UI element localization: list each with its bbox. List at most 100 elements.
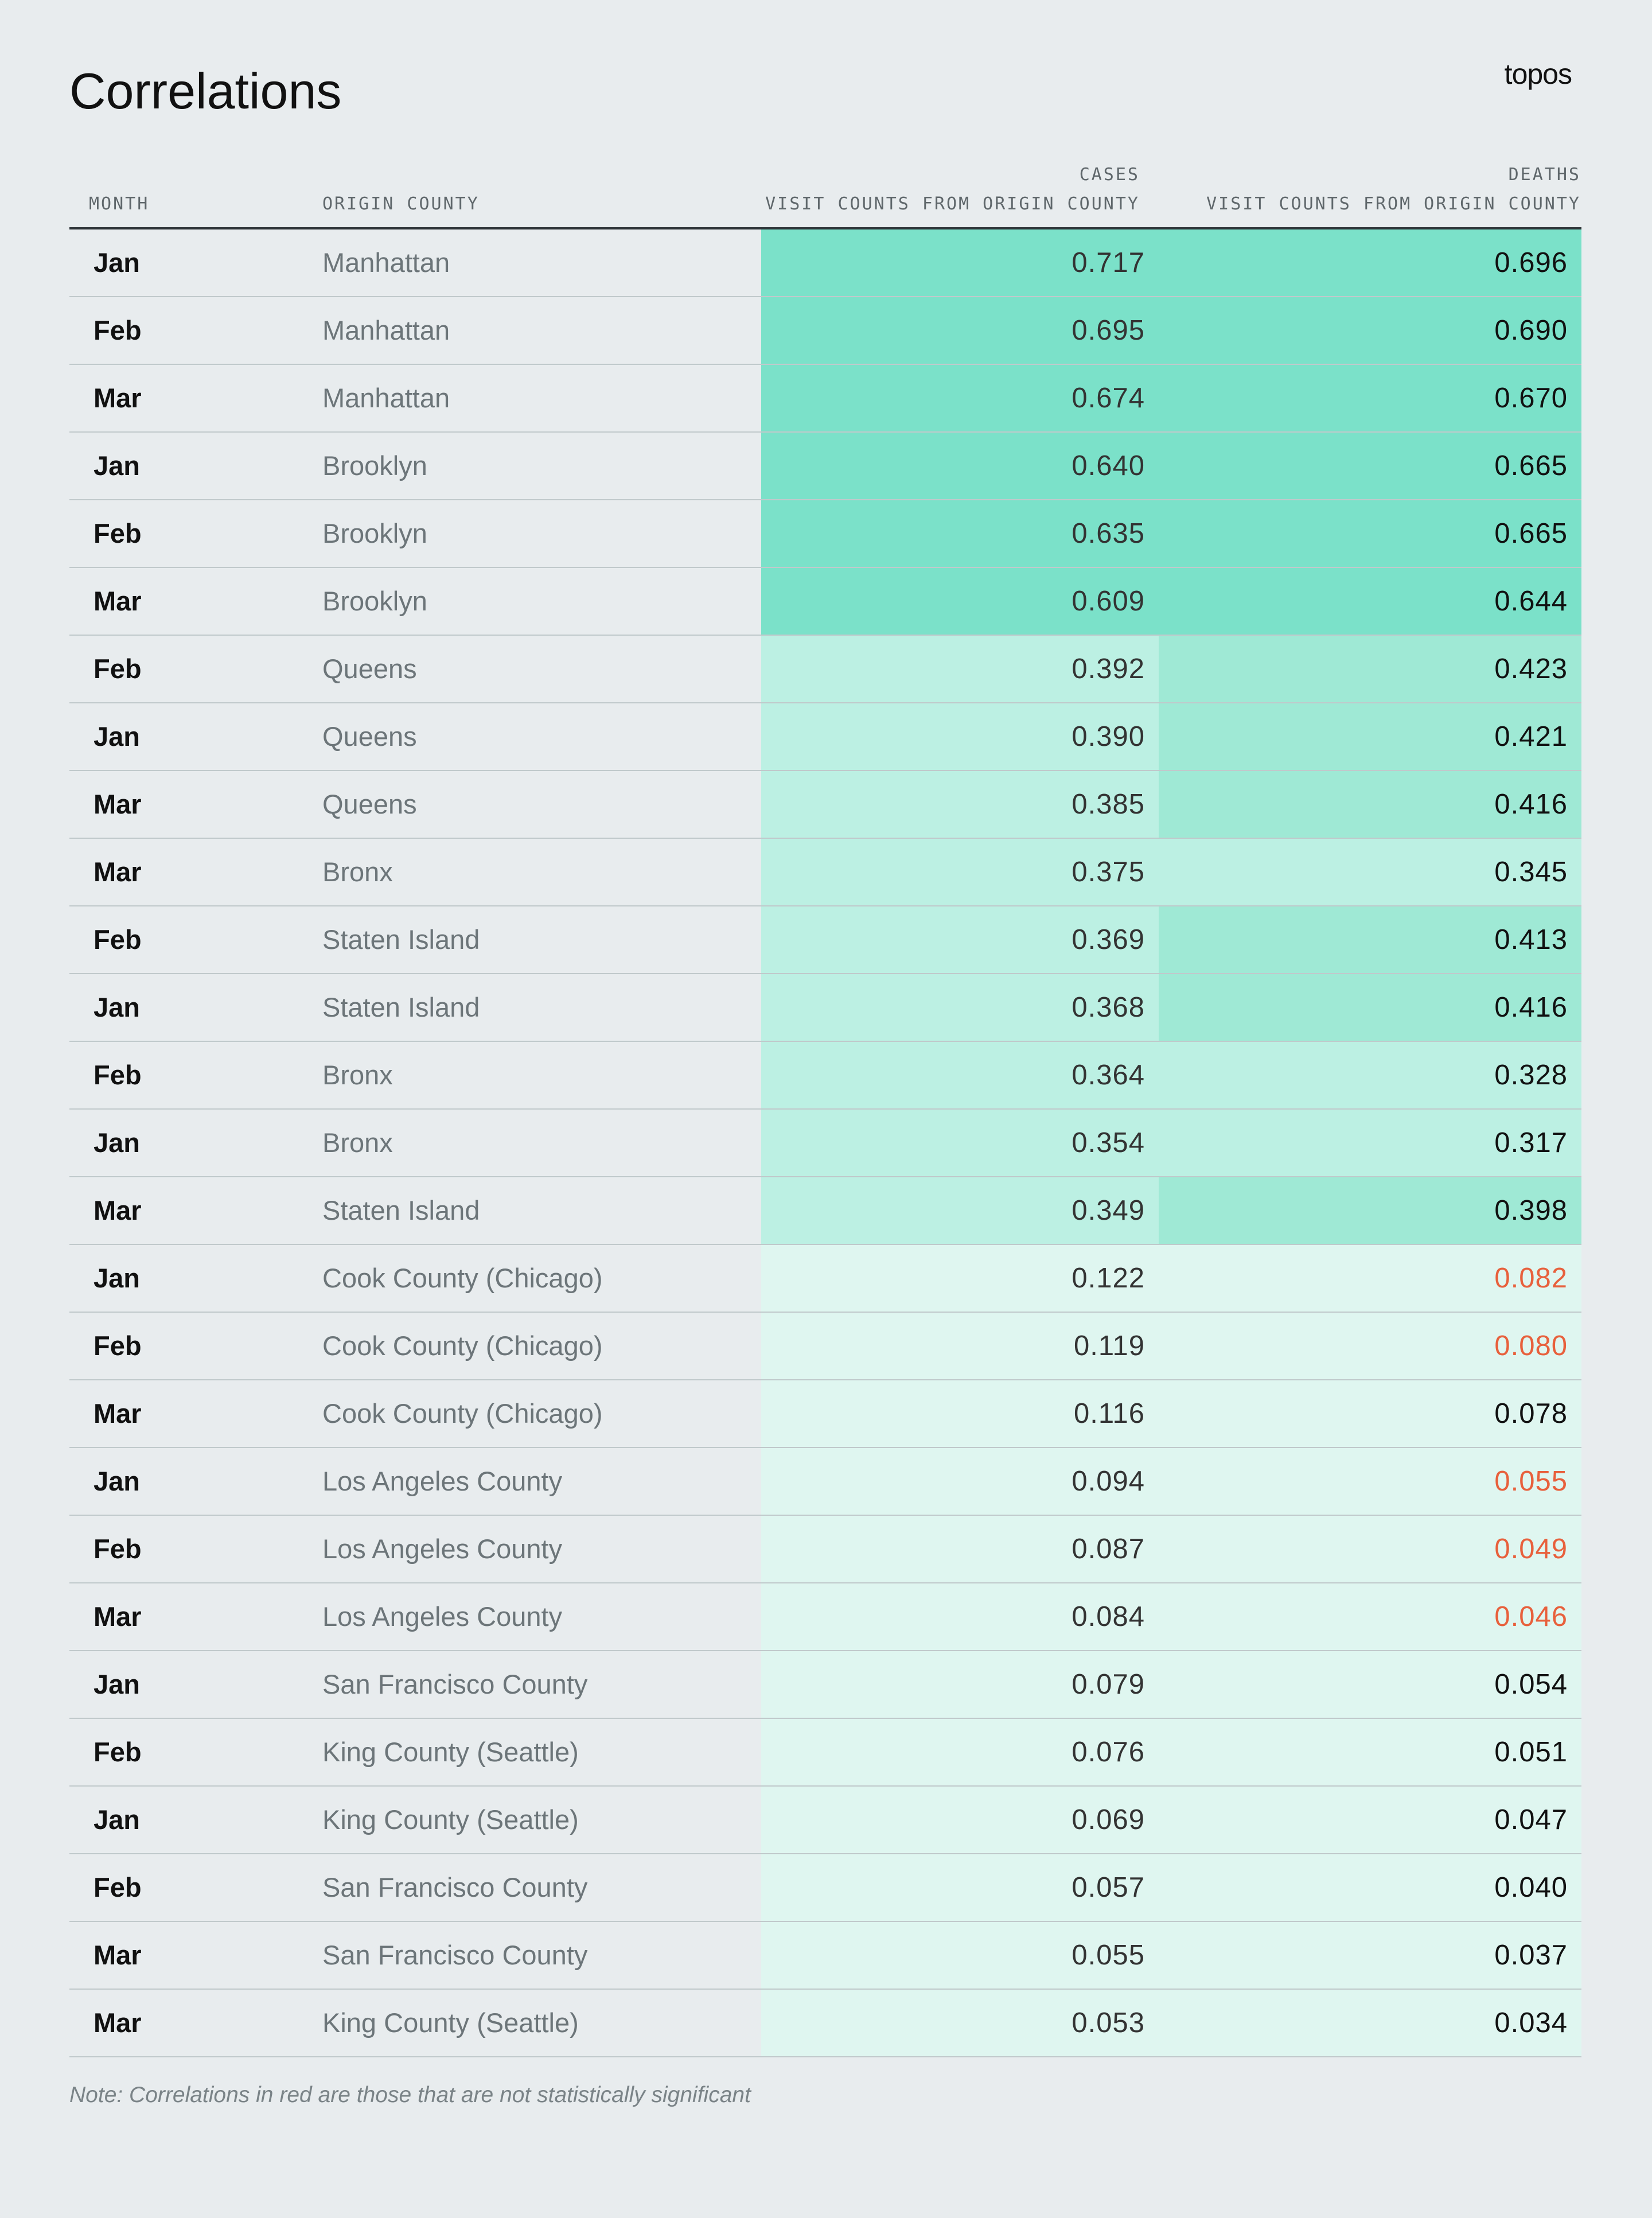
cases-cell: 0.375 — [761, 839, 1159, 905]
county-cell: Brooklyn — [322, 450, 427, 481]
month-cell: Feb — [93, 924, 142, 955]
county-cell: Bronx — [322, 1127, 393, 1158]
cases-cell: 0.390 — [761, 703, 1159, 770]
cases-cell: 0.122 — [761, 1245, 1159, 1312]
deaths-cell: 0.051 — [1159, 1719, 1581, 1785]
table-row: Feb San Francisco County 0.057 0.040 — [69, 1854, 1581, 1922]
header-deaths-group: DEATHS — [1508, 165, 1581, 185]
cases-value: 0.717 — [1072, 247, 1145, 278]
table-row: Feb Queens 0.392 0.423 — [69, 636, 1581, 703]
cases-cell: 0.069 — [761, 1787, 1159, 1853]
table-row: Feb Los Angeles County 0.087 0.049 — [69, 1516, 1581, 1583]
table-row: Jan Queens 0.390 0.421 — [69, 703, 1581, 771]
table-row: Mar San Francisco County 0.055 0.037 — [69, 1922, 1581, 1990]
cases-cell: 0.635 — [761, 500, 1159, 567]
header-month: MONTH — [89, 194, 150, 214]
cases-cell: 0.087 — [761, 1516, 1159, 1582]
cases-cell: 0.057 — [761, 1854, 1159, 1921]
county-cell: Cook County (Chicago) — [322, 1330, 603, 1361]
cases-cell: 0.369 — [761, 906, 1159, 973]
cases-cell: 0.055 — [761, 1922, 1159, 1989]
deaths-value: 0.690 — [1494, 315, 1568, 346]
cases-value: 0.368 — [1072, 992, 1145, 1023]
deaths-cell: 0.416 — [1159, 974, 1581, 1041]
table-row: Feb King County (Seattle) 0.076 0.051 — [69, 1719, 1581, 1787]
deaths-value: 0.644 — [1494, 586, 1568, 617]
month-cell: Mar — [93, 2007, 142, 2038]
deaths-cell: 0.416 — [1159, 771, 1581, 838]
deaths-value: 0.078 — [1494, 1398, 1568, 1429]
cases-value: 0.349 — [1072, 1195, 1145, 1226]
month-cell: Mar — [93, 383, 142, 413]
cases-value: 0.375 — [1072, 857, 1145, 888]
cases-cell: 0.674 — [761, 365, 1159, 431]
footnote: Note: Correlations in red are those that… — [69, 2083, 751, 2107]
deaths-value: 0.317 — [1494, 1127, 1568, 1158]
table-row: Jan Bronx 0.354 0.317 — [69, 1110, 1581, 1177]
table-row: Feb Manhattan 0.695 0.690 — [69, 297, 1581, 365]
deaths-cell: 0.080 — [1159, 1313, 1581, 1379]
cases-cell: 0.392 — [761, 636, 1159, 702]
table-row: Mar Queens 0.385 0.416 — [69, 771, 1581, 839]
cases-value: 0.069 — [1072, 1804, 1145, 1835]
table-row: Feb Staten Island 0.369 0.413 — [69, 906, 1581, 974]
month-cell: Jan — [93, 1669, 140, 1699]
county-cell: Staten Island — [322, 924, 480, 955]
table-row: Feb Cook County (Chicago) 0.119 0.080 — [69, 1313, 1581, 1380]
month-cell: Feb — [93, 1737, 142, 1767]
deaths-cell: 0.037 — [1159, 1922, 1581, 1989]
month-cell: Mar — [93, 586, 142, 616]
header-cases-group: CASES — [1079, 165, 1140, 185]
cases-cell: 0.640 — [761, 433, 1159, 499]
table-row: Jan San Francisco County 0.079 0.054 — [69, 1651, 1581, 1719]
deaths-value: 0.416 — [1494, 789, 1568, 820]
cases-value: 0.119 — [1074, 1330, 1145, 1361]
cases-value: 0.076 — [1072, 1737, 1145, 1768]
cases-cell: 0.717 — [761, 229, 1159, 296]
cases-value: 0.079 — [1072, 1669, 1145, 1700]
table-row: Feb Brooklyn 0.635 0.665 — [69, 500, 1581, 568]
month-cell: Jan — [93, 1466, 140, 1496]
deaths-cell: 0.046 — [1159, 1583, 1581, 1650]
cases-value: 0.392 — [1072, 653, 1145, 684]
cases-value: 0.084 — [1072, 1601, 1145, 1632]
month-cell: Jan — [93, 1804, 140, 1835]
deaths-cell: 0.317 — [1159, 1110, 1581, 1176]
month-cell: Mar — [93, 1398, 142, 1429]
deaths-cell: 0.055 — [1159, 1448, 1581, 1515]
deaths-value: 0.328 — [1494, 1060, 1568, 1091]
table-row: Mar King County (Seattle) 0.053 0.034 — [69, 1990, 1581, 2057]
table-row: Jan King County (Seattle) 0.069 0.047 — [69, 1787, 1581, 1854]
deaths-cell: 0.421 — [1159, 703, 1581, 770]
cases-cell: 0.119 — [761, 1313, 1159, 1379]
month-cell: Jan — [93, 1127, 140, 1158]
cases-value: 0.640 — [1072, 450, 1145, 481]
county-cell: San Francisco County — [322, 1940, 588, 1970]
cases-cell: 0.076 — [761, 1719, 1159, 1785]
county-cell: Manhattan — [322, 383, 450, 413]
deaths-cell: 0.040 — [1159, 1854, 1581, 1921]
deaths-value: 0.082 — [1494, 1263, 1568, 1294]
cases-value: 0.674 — [1072, 383, 1145, 414]
deaths-value: 0.345 — [1494, 857, 1568, 888]
county-cell: Queens — [322, 721, 417, 752]
month-cell: Mar — [93, 1940, 142, 1970]
table-row: Jan Cook County (Chicago) 0.122 0.082 — [69, 1245, 1581, 1313]
deaths-cell: 0.047 — [1159, 1787, 1581, 1853]
cases-cell: 0.053 — [761, 1990, 1159, 2056]
cases-value: 0.385 — [1072, 789, 1145, 820]
county-cell: King County (Seattle) — [322, 1804, 579, 1835]
table-row: Mar Brooklyn 0.609 0.644 — [69, 568, 1581, 636]
county-cell: Staten Island — [322, 992, 480, 1022]
correlations-table: Jan Manhattan 0.717 0.696 Feb Manhattan 0.695 0… — [69, 229, 1581, 2057]
deaths-value: 0.080 — [1494, 1330, 1568, 1361]
deaths-value: 0.665 — [1494, 518, 1568, 549]
deaths-cell: 0.696 — [1159, 229, 1581, 296]
cases-cell: 0.695 — [761, 297, 1159, 364]
deaths-value: 0.670 — [1494, 383, 1568, 414]
month-cell: Jan — [93, 721, 140, 752]
month-cell: Jan — [93, 450, 140, 481]
county-cell: Los Angeles County — [322, 1466, 563, 1496]
cases-cell: 0.354 — [761, 1110, 1159, 1176]
month-cell: Feb — [93, 518, 142, 548]
